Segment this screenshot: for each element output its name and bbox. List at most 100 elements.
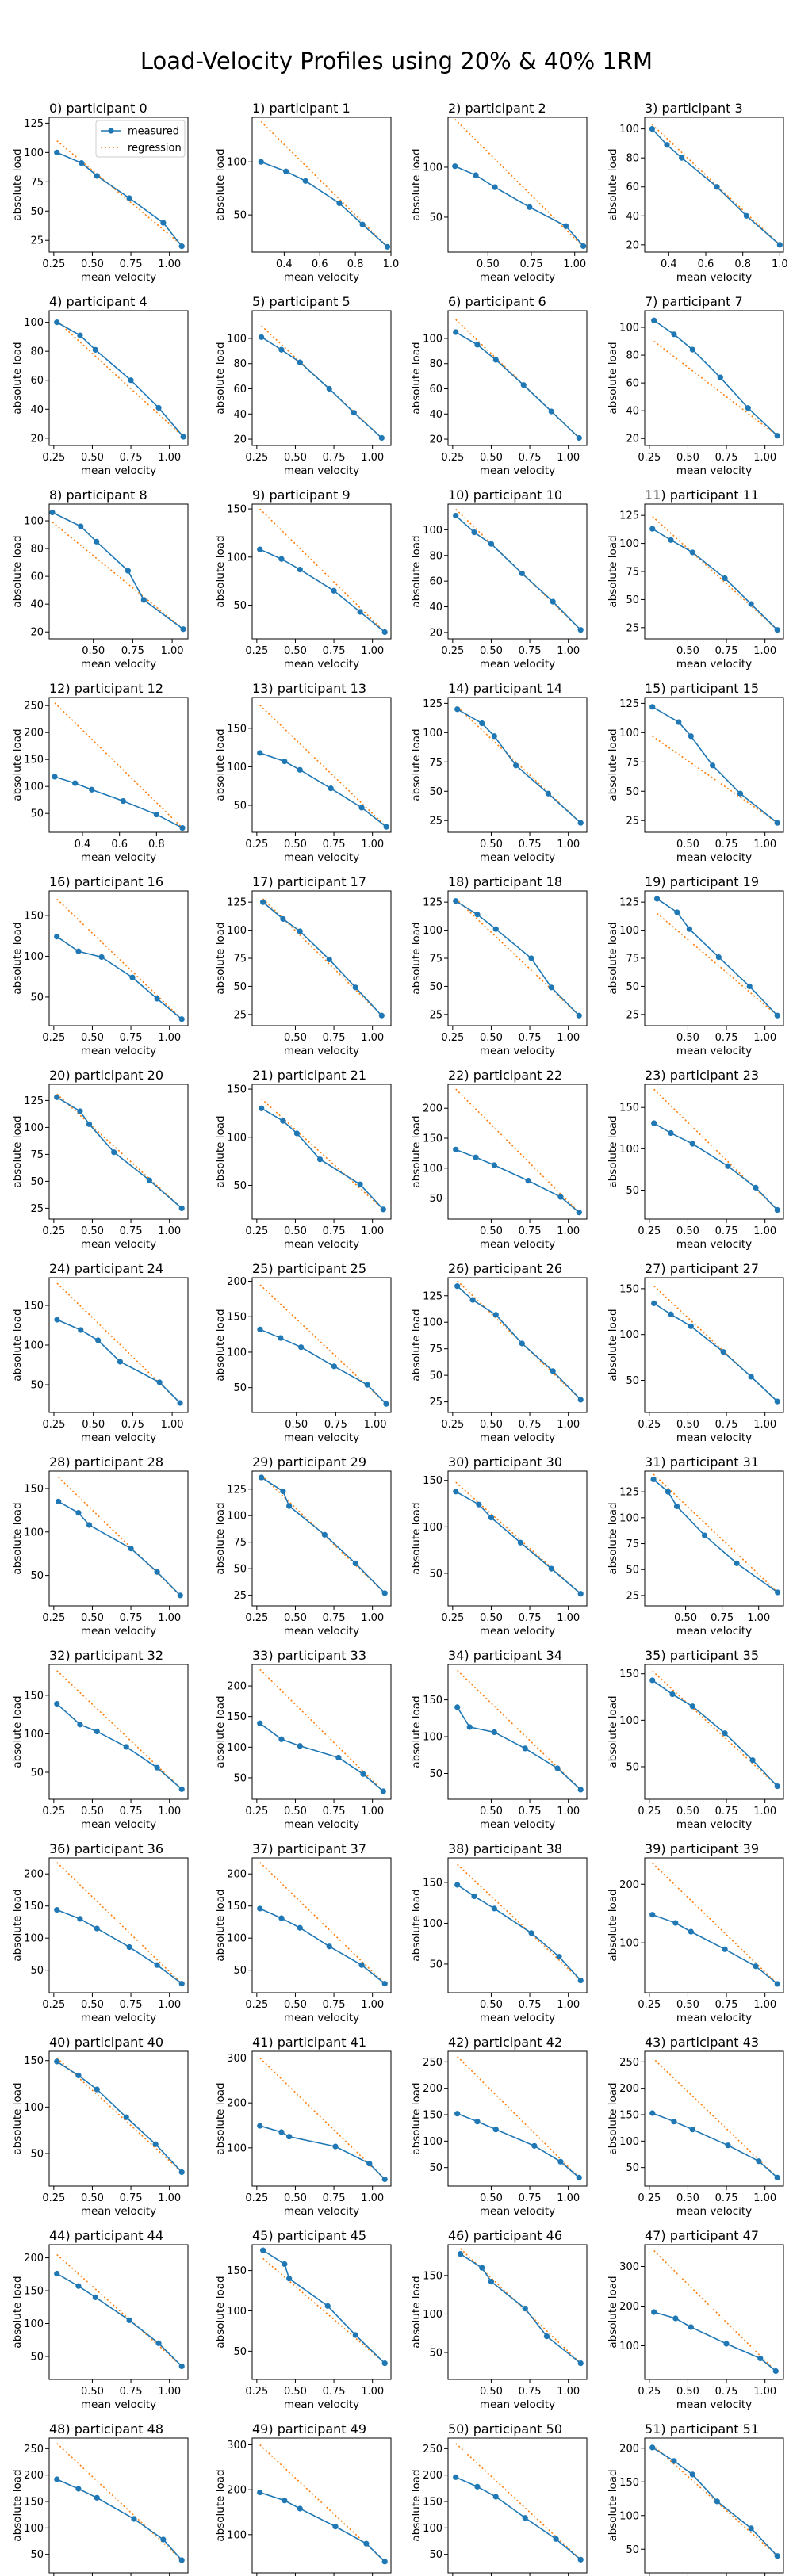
measured-point <box>154 996 160 1002</box>
measured-point <box>92 346 98 353</box>
x-tick-label: 0.25 <box>42 2192 65 2204</box>
x-tick-label: 1.00 <box>361 1612 384 1624</box>
x-tick-label: 1.00 <box>753 839 776 850</box>
x-axis-label: mean velocity <box>81 1818 156 1831</box>
y-tick-label: 100 <box>423 333 442 345</box>
measured-point <box>360 1771 366 1777</box>
y-tick-label: 150 <box>619 2477 639 2489</box>
y-axis-label: absolute load <box>214 1502 227 1574</box>
subplot: 8) participant 8 0.50 0.75 1.00 20 40 60 80 100 m… <box>11 487 189 671</box>
x-axis-label: mean velocity <box>81 851 156 864</box>
x-tick-label: 1.00 <box>361 645 384 657</box>
y-tick-label: 150 <box>227 1312 247 1324</box>
measured-line <box>54 776 183 829</box>
x-tick-label: 0.25 <box>638 452 661 464</box>
measured-point <box>54 1906 60 1913</box>
y-tick-label: 150 <box>423 2270 442 2282</box>
plot-area <box>453 508 584 633</box>
x-tick-label: 0.50 <box>480 645 503 657</box>
y-tick-label: 50 <box>429 2549 442 2561</box>
measured-point <box>488 1515 495 1521</box>
y-axis-label: absolute load <box>607 1695 619 1768</box>
x-tick-label: 0.75 <box>121 1419 144 1431</box>
regression-line <box>56 2253 182 2368</box>
measured-line <box>455 2476 581 2560</box>
measured-line <box>56 1319 181 1404</box>
x-tick-label: 0.50 <box>480 2192 503 2204</box>
measured-point <box>94 538 100 545</box>
axes-frame <box>251 2244 392 2380</box>
x-tick-label: 0.50 <box>285 1419 308 1431</box>
plot-area <box>454 1669 584 1793</box>
subplot-title: 3) participant 3 <box>645 101 743 116</box>
measured-line <box>261 1477 385 1594</box>
y-tick-label: 60 <box>626 378 639 390</box>
axes-frame <box>447 1277 588 1413</box>
measured-point <box>774 1981 780 1987</box>
x-tick-label: 1.00 <box>557 1999 580 2011</box>
y-tick-label: 50 <box>626 1565 639 1577</box>
regression-line <box>652 515 778 631</box>
measured-point <box>649 126 655 132</box>
y-tick-label: 250 <box>423 2444 442 2456</box>
measured-point <box>753 1184 759 1191</box>
measured-point <box>745 405 751 411</box>
subplot-title: 15) participant 15 <box>645 681 759 696</box>
regression-line <box>454 118 584 248</box>
x-tick-label: 0.50 <box>676 2386 699 2398</box>
measured-point <box>297 766 303 773</box>
y-tick-label: 100 <box>227 1742 247 1754</box>
legend: measured regression <box>95 120 186 158</box>
y-tick-label: 125 <box>227 897 247 909</box>
measured-point <box>381 1981 388 1987</box>
y-tick-label: 125 <box>227 1484 247 1496</box>
y-tick-label: 150 <box>227 1901 247 1913</box>
regression-line <box>652 2057 778 2178</box>
subplot: 31) participant 31 0.50 0.75 1.00 25 50 75 100 1… <box>607 1454 784 1638</box>
x-axis-label: mean velocity <box>480 2205 555 2218</box>
axes-frame <box>447 1470 588 1607</box>
measured-point <box>257 2489 263 2496</box>
measured-point <box>155 2340 162 2346</box>
subplot-title: 41) participant 41 <box>252 2035 366 2050</box>
measured-point <box>649 526 656 532</box>
subplot: 24) participant 24 0.25 0.50 0.75 1.00 50 100 1… <box>11 1261 189 1444</box>
x-tick-label: 0.50 <box>676 1225 699 1237</box>
x-axis-label: mean velocity <box>676 464 752 477</box>
x-axis-label: mean velocity <box>480 1431 555 1444</box>
measured-point <box>553 2536 559 2542</box>
x-tick-label: 1.00 <box>361 1225 384 1237</box>
x-tick-label: 1.00 <box>753 1225 776 1237</box>
y-tick-label: 200 <box>227 2098 247 2110</box>
x-tick-label: 1.00 <box>557 1806 580 1817</box>
plot-area <box>649 704 780 826</box>
x-tick-label: 1.00 <box>158 2192 181 2204</box>
subplot-title: 30) participant 30 <box>448 1454 562 1470</box>
measured-point <box>453 1146 459 1152</box>
axes-frame <box>644 310 784 446</box>
axes-frame <box>48 2050 189 2187</box>
regression-line <box>657 912 778 1016</box>
y-tick-label: 300 <box>227 2440 247 2452</box>
x-tick-label: 0.75 <box>323 839 346 850</box>
subplot-title: 16) participant 16 <box>49 874 163 889</box>
measured-point <box>54 934 60 940</box>
measured-point <box>548 408 554 415</box>
measured-point <box>331 587 337 594</box>
plot-area <box>457 2248 584 2367</box>
measured-point <box>77 1108 83 1114</box>
measured-line <box>455 900 580 1016</box>
subplot: 40) participant 40 0.25 0.50 0.75 1.00 50 100 1… <box>11 2035 189 2218</box>
y-tick-label: 50 <box>626 594 639 606</box>
x-tick-label: 0.25 <box>245 2192 268 2204</box>
x-axis-label: mean velocity <box>284 2398 359 2411</box>
x-tick-label: 0.75 <box>520 258 543 270</box>
x-tick-label: 1.00 <box>158 1032 181 1044</box>
measured-point <box>474 912 481 918</box>
x-tick-label: 0.25 <box>638 1419 661 1431</box>
measured-point <box>688 733 694 740</box>
x-axis-label: mean velocity <box>81 271 156 284</box>
measured-point <box>125 568 132 574</box>
x-tick-label: 0.50 <box>81 2386 104 2398</box>
x-axis-label: mean velocity <box>676 658 752 671</box>
